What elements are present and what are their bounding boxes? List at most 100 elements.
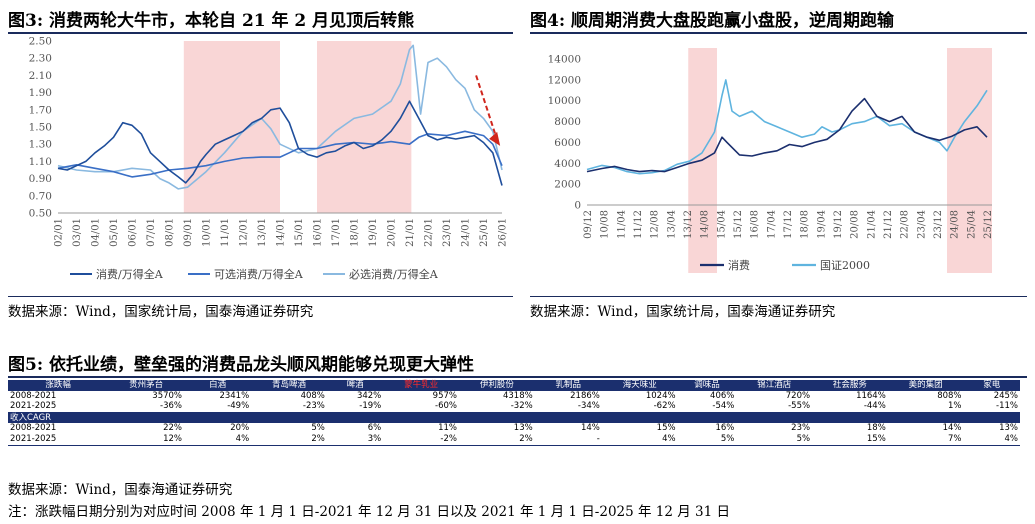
table-header-cell: 美的集团 (887, 380, 964, 391)
table-subheader-cell (326, 412, 384, 424)
fig3-x-tick: 14/01 (276, 218, 287, 247)
fig3-x-tick: 10/01 (202, 218, 213, 247)
table-cell: -54% (677, 401, 737, 413)
fig4-x-tick: 22/08 (900, 210, 911, 239)
fig3-x-tick: 08/01 (165, 218, 176, 247)
fig4-x-tick: 13/12 (683, 210, 694, 239)
table-cell: 2186% (570, 390, 600, 401)
fig4-title: 图4: 顺周期消费大盘股跑赢小盘股，逆周期跑输 (530, 11, 895, 31)
table-subheader-cell (812, 412, 888, 424)
fig3-x-tick: 17/01 (331, 218, 342, 247)
fig4-y-tick: 8000 (554, 116, 581, 128)
table-header-cell: 调味品 (677, 380, 737, 391)
table-header-cell: 白酒 (184, 380, 252, 391)
fig4-series-line-1 (586, 79, 988, 175)
fig3-source: 数据来源：Wind，国家统计局，国泰海通证券研究 (8, 304, 314, 320)
fig5-title-rule (8, 376, 1027, 378)
fig4-x-tick: 11/12 (633, 210, 644, 239)
fig4-x-tick: 23/12 (933, 210, 944, 239)
fig3-x-tick: 18/01 (350, 218, 361, 247)
table-cell: 4% (184, 433, 252, 446)
fig3-x-tick: 20/01 (387, 218, 398, 247)
table-cell: - (534, 433, 602, 446)
table-cell: 408% (300, 390, 325, 401)
table-subheader-cell (887, 412, 964, 424)
fig4-x-tick: 15/04 (716, 210, 727, 239)
fig4-x-tick: 16/08 (750, 210, 761, 239)
fig3-y-tick: 1.50 (29, 122, 52, 134)
fig4-source: 数据来源：Wind，国家统计局，国泰海通证券研究 (530, 304, 836, 320)
table-cell: 1024% (645, 390, 676, 401)
table-cell: -62% (601, 401, 678, 413)
fig3-y-tick: 1.70 (29, 104, 52, 116)
table-header-cell: 涨跌幅 (8, 380, 109, 391)
table-cell: -32% (458, 401, 535, 413)
fig3-x-tick: 13/01 (257, 218, 268, 247)
table-cell: 5% (311, 423, 325, 434)
table-cell: -49% (184, 401, 252, 413)
table-cell: 2% (251, 433, 327, 446)
table-cell: 720% (785, 390, 811, 401)
fig4-title-rule (530, 32, 1027, 34)
table-cell: 2021-2025 (8, 433, 109, 446)
table-header-cell: 啤酒 (326, 380, 384, 391)
table-subheader-cell (184, 412, 252, 424)
fig3-legend-label-1: 可选消费/万得全A (214, 267, 304, 281)
fig3-title: 图3: 消费两轮大牛市，本轮自 21 年 2 月见顶后转熊 (8, 11, 415, 31)
fig4-bottom-rule (530, 296, 1027, 297)
fig4-x-tick: 21/04 (866, 210, 877, 239)
fig4-x-tick: 17/12 (783, 210, 794, 239)
fig4-x-tick: 19/12 (833, 210, 844, 239)
table-cell: -60% (383, 401, 459, 413)
table-subheader-cell (458, 412, 535, 424)
fig3-trend-arrow-line (475, 75, 499, 141)
fig3-chart: 0.50 0.70 0.90 1.10 1.30 1.50 1.70 1.90 2.10 2.30… (29, 36, 509, 282)
table-cell: 13% (999, 423, 1018, 434)
table-cell: 4% (963, 433, 1020, 446)
fig3-x-tick: 25/01 (479, 218, 490, 247)
table-subheader-cell (383, 412, 459, 424)
fig4-x-tick: 13/04 (666, 210, 677, 239)
table-cell: 2021-2025 (8, 401, 109, 413)
table-cell: -2% (383, 433, 459, 446)
fig4-x-tick: 15/12 (733, 210, 744, 239)
table-cell: 13% (513, 423, 533, 434)
table-subheader-cell (601, 412, 678, 424)
fig4-y-tick: 0 (574, 200, 581, 212)
fig4-x-tick: 19/04 (816, 210, 827, 239)
fig3-x-tick: 23/01 (442, 218, 453, 247)
table-cell: 3% (326, 433, 384, 446)
fig3-series-line-2 (57, 44, 503, 190)
fig4-y-tick: 6000 (554, 137, 581, 149)
table-cell: 11% (438, 423, 457, 434)
fig3-x-tick: 12/01 (239, 218, 250, 247)
table-subheader-cell (534, 412, 602, 424)
table-cell: 6% (367, 423, 382, 434)
table-cell: 1% (887, 401, 964, 413)
table-cell: -44% (812, 401, 888, 413)
fig4-y-tick: 14000 (548, 54, 581, 66)
fig3-x-tick: 05/01 (109, 218, 120, 247)
table-cell: 406% (710, 390, 735, 401)
fig4-shade-1 (947, 48, 992, 273)
table-subheader-row: 收入CAGR (8, 412, 1020, 424)
fig4-x-tick: 14/08 (700, 210, 711, 239)
fig3-x-tick: 26/01 (498, 218, 509, 247)
table-cell: 20% (230, 423, 250, 434)
fig3-y-tick: 1.30 (29, 139, 52, 151)
fig4-x-tick: 18/08 (800, 210, 811, 239)
fig3-y-tick: 0.50 (29, 208, 52, 220)
table-header-cell: 锦江酒店 (736, 380, 813, 391)
fig5-source: 数据来源：Wind，国泰海通证券研究 (8, 482, 233, 498)
table-cell: 16% (715, 423, 735, 434)
fig3-bottom-rule (8, 296, 513, 297)
table-cell: 22% (163, 423, 182, 434)
fig3-x-tick: 15/01 (294, 218, 305, 247)
fig3-title-rule (8, 32, 513, 34)
table-cell: 3570% (152, 390, 182, 401)
fig4-y-tick: 12000 (548, 74, 581, 86)
table-cell: 14% (942, 423, 962, 434)
fig3-x-tick: 07/01 (146, 218, 157, 247)
table-row: 2008-2021 22% 20% 5% 6% 11% 13% 14% 15% 16% 23% 18%… (8, 423, 1020, 434)
fig3-y-tick: 1.90 (29, 87, 52, 99)
